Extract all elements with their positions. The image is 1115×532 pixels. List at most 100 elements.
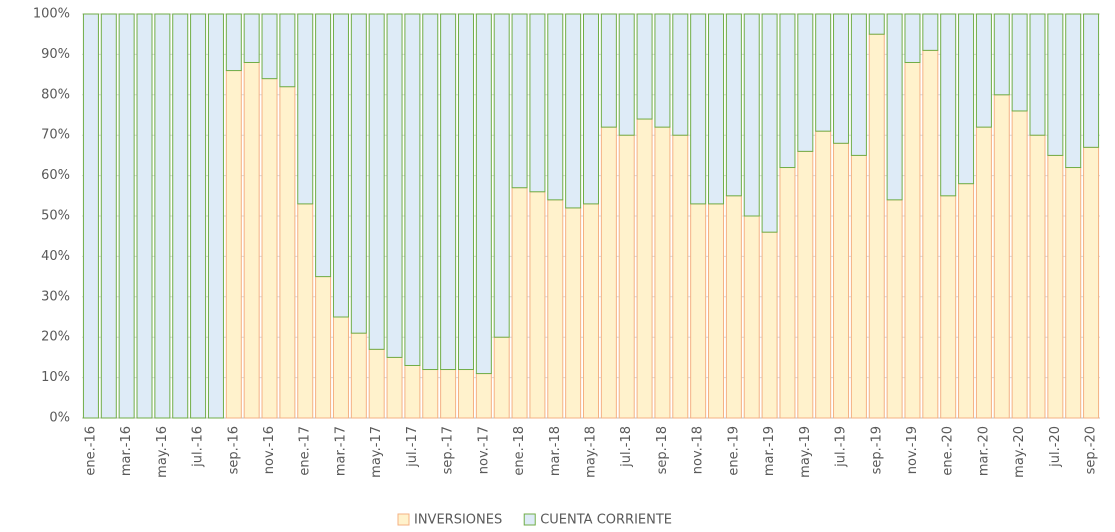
bar-segment — [457, 13, 474, 371]
bar-segment — [100, 13, 117, 419]
y-tick-label: 20% — [41, 330, 70, 345]
bar-segment — [743, 13, 760, 217]
bar-segment — [1029, 13, 1046, 136]
bar-segment — [1065, 13, 1082, 169]
bar-segment — [493, 336, 510, 419]
x-tick-label: ene.-19 — [726, 426, 741, 476]
bar-segment — [261, 13, 278, 80]
x-tick-label: sep.-16 — [226, 426, 241, 474]
x-tick-label: may.-18 — [584, 426, 599, 478]
x-tick-label: mar.-19 — [762, 426, 777, 476]
legend-label: INVERSIONES — [414, 513, 502, 528]
bar-segment — [118, 13, 135, 419]
y-tick-label: 80% — [41, 87, 70, 102]
bar-segment — [922, 13, 939, 51]
x-tick-label: mar.-17 — [333, 426, 348, 476]
x-tick-label: mar.-16 — [119, 426, 134, 476]
bar-segment — [815, 13, 832, 132]
bar-segment — [511, 187, 528, 419]
bar-segment — [368, 13, 385, 350]
bar-segment — [975, 126, 992, 419]
bar-segment — [993, 94, 1010, 419]
bar-segment — [440, 369, 457, 419]
x-tick-label: nov.-19 — [905, 426, 920, 474]
bar-segment — [940, 13, 957, 197]
bar-segment — [225, 13, 242, 72]
y-tick-label: 50% — [41, 209, 70, 224]
x-tick-label: may.-16 — [155, 426, 170, 478]
bar-segment — [82, 13, 99, 419]
bar-segment — [797, 150, 814, 419]
bar-segment — [547, 199, 564, 419]
legend-swatch — [523, 513, 536, 526]
bar-segment — [565, 13, 582, 209]
bar-segment — [422, 369, 439, 419]
bar-segment — [636, 13, 653, 120]
bar-segment — [529, 191, 546, 419]
y-tick-label: 10% — [41, 370, 70, 385]
x-tick-label: may.-20 — [1012, 426, 1027, 478]
bar-segment — [565, 207, 582, 419]
bar-segment — [886, 199, 903, 419]
legend-label: CUENTA CORRIENTE — [540, 513, 672, 528]
bar-segment — [332, 13, 349, 318]
bar-segment — [136, 13, 153, 419]
bar-segment — [315, 276, 332, 419]
x-tick-label: sep.-19 — [869, 426, 884, 474]
x-tick-label: sep.-18 — [655, 426, 670, 474]
bar-segment — [600, 126, 617, 419]
bar-segment — [511, 13, 528, 189]
bar-segment — [761, 231, 778, 419]
x-tick-label: sep.-17 — [441, 426, 456, 474]
x-tick-label: jul.-20 — [1048, 426, 1063, 468]
bar-segment — [618, 13, 635, 136]
bar-segment — [297, 13, 314, 205]
bar-segment — [475, 13, 492, 375]
bar-segment — [190, 13, 207, 419]
bar-segment — [868, 33, 885, 419]
bar-segment — [582, 203, 600, 419]
bar-segment — [725, 195, 742, 419]
bar-segment — [475, 373, 492, 419]
bar-segment — [386, 356, 403, 419]
bar-segment — [904, 61, 921, 419]
bar-segment — [672, 134, 689, 419]
bar-segment — [154, 13, 171, 419]
bar-segment — [350, 332, 367, 419]
bar-segment — [922, 49, 939, 419]
bar-segment — [1029, 134, 1046, 419]
bar-segment — [904, 13, 921, 63]
bar-segment — [368, 348, 385, 419]
bar-segment — [404, 13, 421, 366]
bar-segment — [690, 13, 707, 205]
bar-segment — [457, 369, 474, 419]
bar-segment — [708, 203, 725, 419]
bar-segment — [404, 364, 421, 419]
y-tick-label: 60% — [41, 168, 70, 183]
bar-segment — [761, 13, 778, 233]
bar-segment — [815, 130, 832, 419]
bar-segment — [958, 183, 975, 419]
y-tick-label: 30% — [41, 289, 70, 304]
bar-segment — [243, 61, 260, 419]
bar-segment — [618, 134, 635, 419]
bar-segment — [261, 78, 278, 419]
y-tick-label: 70% — [41, 128, 70, 143]
bar-segment — [529, 13, 546, 193]
x-tick-label: ene.-16 — [83, 426, 98, 476]
bar-segment — [975, 13, 992, 128]
bar-segment — [243, 13, 260, 63]
bar-segment — [493, 13, 510, 338]
bar-segment — [636, 118, 653, 419]
bar-segment — [833, 13, 850, 144]
x-tick-label: jul.-18 — [619, 426, 634, 468]
x-tick-label: jul.-16 — [191, 426, 206, 468]
bar-segment — [600, 13, 617, 128]
bar-segment — [940, 195, 957, 419]
bar-segment — [850, 154, 867, 419]
bar-segment — [868, 13, 885, 35]
bar-segment — [654, 13, 671, 128]
bar-segment — [1083, 13, 1100, 148]
x-tick-label: jul.-19 — [834, 426, 849, 468]
